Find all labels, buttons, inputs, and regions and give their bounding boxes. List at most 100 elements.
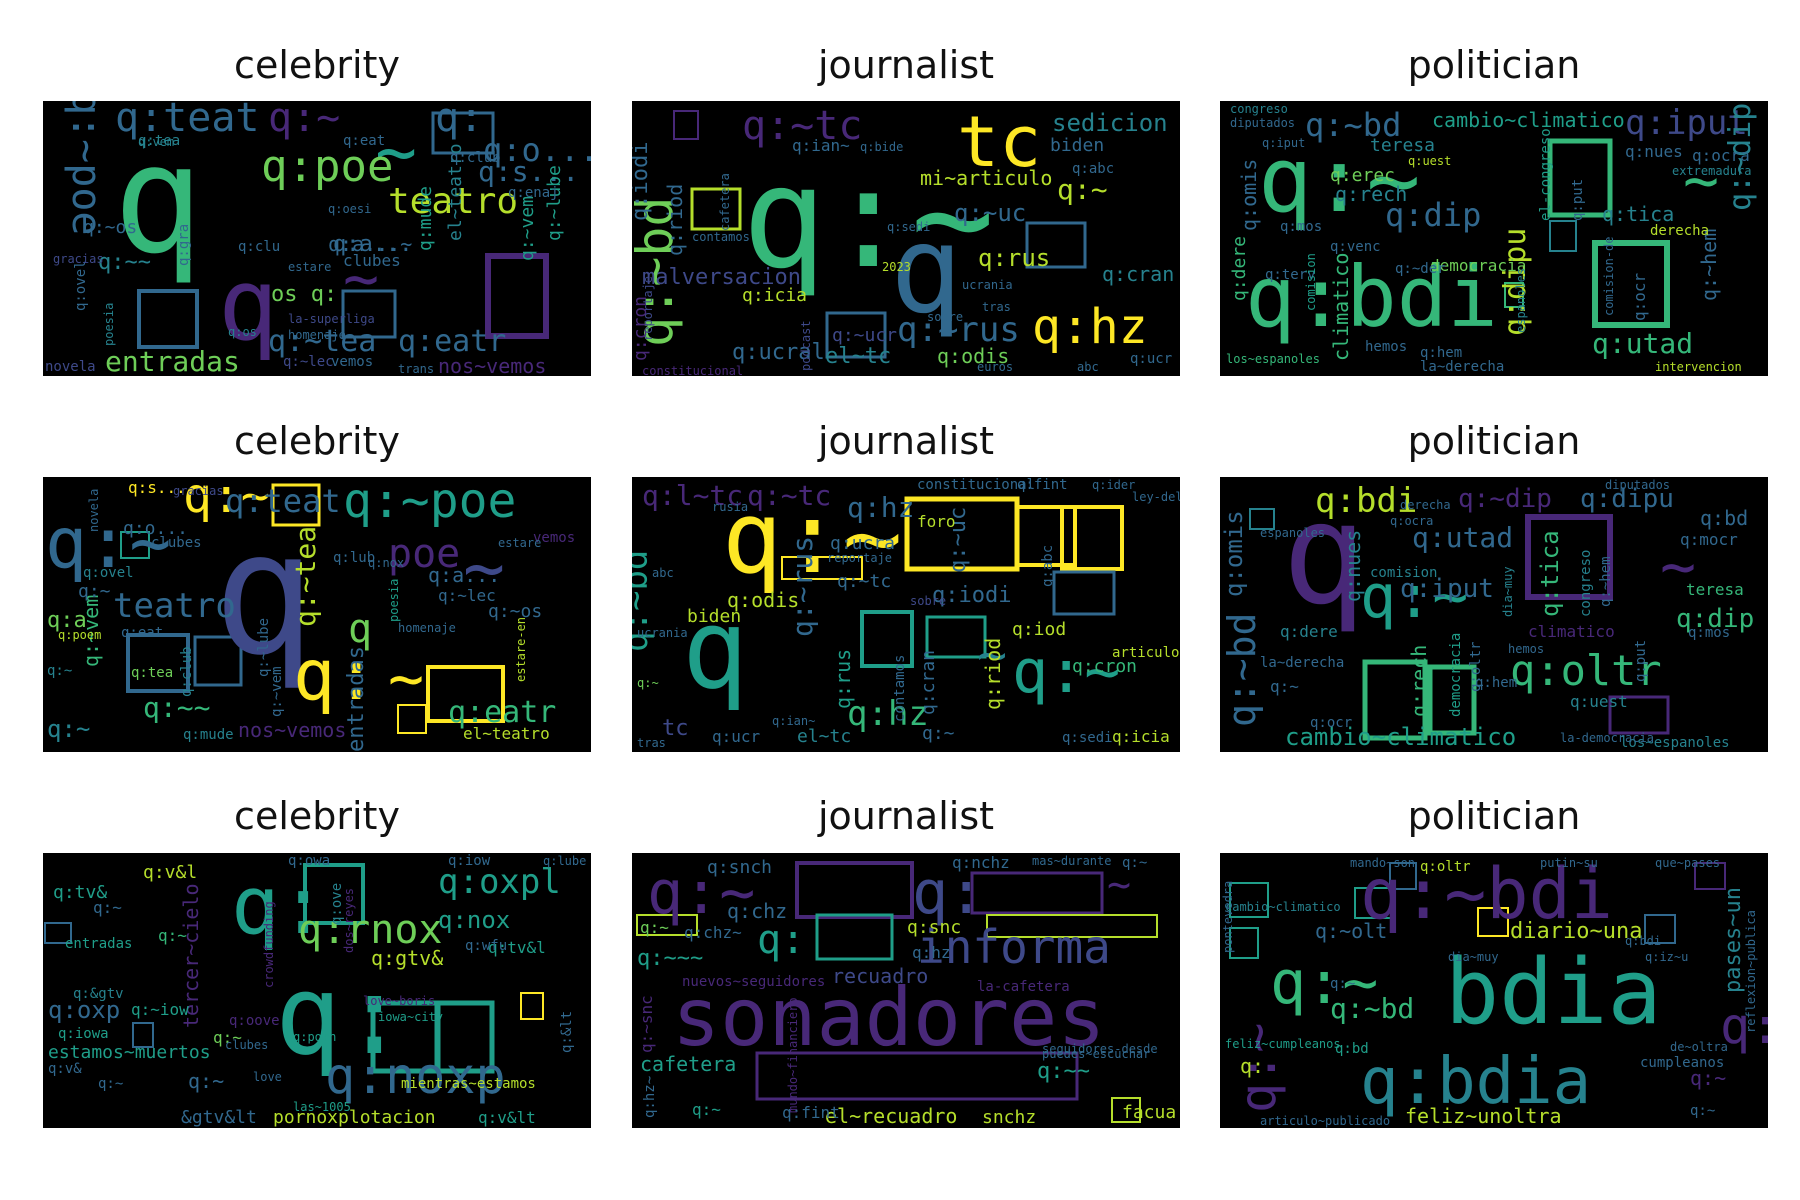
cloud-word: q:ocra (1692, 146, 1750, 165)
cloud-word: q:~bd (1305, 106, 1401, 144)
cloud-word: q:~ (78, 581, 111, 602)
missing-glyph-box (1354, 887, 1396, 919)
cloud-word: q:s... (128, 478, 186, 497)
cloud-word: congreso (1578, 550, 1594, 617)
cloud-word: mientras~estamos (401, 1076, 536, 1092)
cloud-word: cambio~climatico (1432, 108, 1625, 132)
cloud-word: los~espanoles (1226, 352, 1320, 366)
cloud-word: q:~~ (143, 691, 210, 724)
cloud-word: feliz~unoltra (1405, 1104, 1562, 1128)
cloud-word: la~derecha (1260, 655, 1344, 671)
cloud-word: q:ovel (83, 565, 134, 581)
cloud-word: q:dere (1229, 236, 1250, 301)
cloud-word: q:ocra (1390, 514, 1433, 528)
cloud-word: q:~ (1057, 173, 1108, 206)
cloud-word: q:bdi (1625, 934, 1661, 948)
missing-glyph-box (1015, 505, 1077, 567)
panel-title-celebrity: celebrity (234, 794, 400, 838)
cloud-word: q:mos (1688, 625, 1730, 641)
cloud-word: q:oxp (48, 996, 120, 1024)
cloud-word: q:v& (48, 1061, 82, 1077)
cloud-word: q:hem (1420, 345, 1462, 361)
cloud-word: constitucional (642, 364, 743, 376)
cloud-word: q:hz (912, 943, 951, 962)
cloud-word: q:terv (1265, 267, 1316, 283)
cloud-word: q:~ (188, 1069, 224, 1093)
missing-glyph-box (1608, 695, 1670, 735)
panel-title-journalist: journalist (817, 794, 995, 838)
missing-glyph-box (1229, 882, 1269, 918)
panel-title-politician: politician (1407, 43, 1581, 87)
wordcloud-celebrity: q q ~ ~ q:poe q:teat q:~poe q:~ q: teatro q:o... q:… (43, 101, 591, 376)
wordcloud-canvas: qq:~q:~~q:hzq:~bdq:l~tc q:~tc q:hzq:~rus q:… (632, 477, 1180, 750)
cloud-word: q:~ (158, 926, 187, 945)
cloud-word: q:dipu (1498, 228, 1533, 336)
panel-title-celebrity: celebrity (234, 419, 400, 463)
cloud-word: q:~tc (742, 103, 862, 149)
missing-glyph-box (193, 635, 243, 687)
cloud-word: podcast (799, 320, 813, 371)
cloud-word: q:~ (47, 715, 90, 743)
cloud-word: love~boris (363, 994, 435, 1008)
cloud-word: q:~bd (632, 196, 684, 347)
cloud-word: q:ian~ (792, 136, 850, 155)
cloud-word: q:nox (368, 556, 404, 570)
cloud-word: q:ucral (732, 340, 825, 365)
cloud-word: crowdfunding (262, 901, 276, 988)
cloud-word: q:~uc (954, 199, 1026, 227)
cloud-word: q:~lube (256, 618, 272, 677)
missing-glyph-box (986, 914, 1158, 938)
cloud-word: de~oltra (1670, 1040, 1728, 1054)
cloud-word: q:uest (1408, 154, 1451, 168)
cloud-word: q:omis (1220, 510, 1248, 597)
missing-glyph-box (126, 633, 190, 693)
cloud-word: q: (912, 858, 984, 928)
cloud-word: q:bdi (1245, 248, 1498, 346)
cloud-word: el~recuadro (825, 1104, 957, 1128)
cloud-word: sobre (927, 310, 963, 324)
cloud-word: q:~ (722, 479, 903, 596)
cloud-word: tc (662, 716, 689, 741)
cloud-word: q:~ucr (832, 325, 897, 346)
cloud-word: trans (398, 362, 434, 376)
cloud-word: gracias (173, 484, 224, 498)
wordcloud-journalist: sonadores q:~ q: informa ~ q: q:~~~ q:~~ q:chz re… (632, 853, 1180, 1128)
cloud-word: q:lube (543, 854, 586, 868)
cloud-word: constitucional (917, 477, 1035, 493)
missing-glyph-box (815, 913, 894, 961)
cloud-word: poesia (102, 303, 116, 346)
cloud-word: q:v&l (143, 862, 197, 883)
cloud-word: q:~lec (438, 586, 496, 605)
missing-glyph-box (426, 665, 505, 723)
cloud-word: intervencion (1655, 360, 1742, 374)
cloud-word: estamos~muertos (48, 1042, 211, 1063)
cloud-word: q:gtv& (371, 946, 443, 970)
cloud-word: q:~poe (63, 101, 109, 236)
cloud-word: q:oesi (328, 202, 371, 216)
cloud-word: q: (757, 917, 805, 963)
cloud-word: q:eatr (398, 324, 506, 359)
cloud-word: q:abc (1072, 161, 1114, 177)
cloud-word: love (253, 1070, 282, 1084)
cloud-word: entradas (105, 345, 240, 376)
cloud-word: q:o... (483, 131, 591, 169)
cloud-word: la-democracia (1560, 731, 1654, 745)
cloud-word: &gtv&lt (181, 1107, 257, 1128)
cloud-word: q:~bd (1220, 613, 1264, 727)
cloud-word: q:venc (1330, 239, 1381, 255)
cloud-word: q:~bdi (1360, 853, 1613, 935)
cloud-word: biden (1050, 135, 1104, 156)
wordcloud-journalist: q q:~ q:~ ~ q:hz q:~bd q:l~tc q:~tc q:hz q:~rus q:… (632, 477, 1180, 752)
wordcloud-politician: bdiaq:~bdiq:bdiaq:~q:~q:~q:~bddiario~una… (1220, 853, 1768, 1128)
cloud-word: q:~poe (343, 477, 516, 529)
missing-glyph-box (120, 531, 150, 559)
wordcloud-journalist: q:~ q tc q:~bd q:hz q:~tc q:~rus q:~ sedicion q:~… (632, 101, 1180, 376)
cloud-word: q:tv&l (488, 938, 546, 957)
cloud-word: el~teatro (463, 724, 550, 743)
cloud-word: hemos (1365, 339, 1407, 355)
missing-glyph-box (1427, 664, 1477, 736)
panel-title-politician: politician (1407, 419, 1581, 463)
cloud-word: q:ocr (1310, 715, 1352, 731)
cloud-word: 2023 (882, 260, 911, 274)
